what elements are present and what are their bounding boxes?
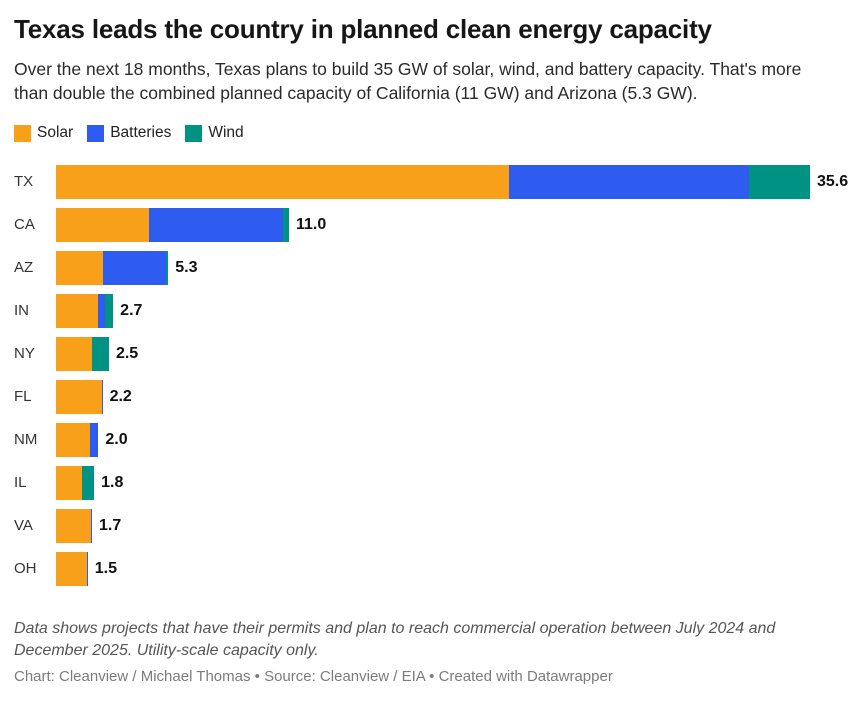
bar-segment-batteries[interactable] bbox=[90, 509, 92, 543]
byline: Chart: Cleanview / Michael Thomas • Sour… bbox=[14, 668, 613, 685]
bar-track: 2.0 bbox=[56, 423, 850, 457]
bar-track: 5.3 bbox=[56, 251, 850, 285]
bar-track: 2.7 bbox=[56, 294, 850, 328]
row-label-il: IL bbox=[14, 474, 27, 491]
bar-track: 1.8 bbox=[56, 466, 850, 500]
chart-row-az: AZ 5.3 bbox=[14, 251, 850, 285]
legend-label-batteries: Batteries bbox=[110, 124, 172, 141]
chart-row-tx: TX 35.6 bbox=[14, 165, 850, 199]
bar-segment-solar[interactable] bbox=[56, 337, 92, 371]
chart-row-oh: OH 1.5 bbox=[14, 552, 850, 586]
chart-card: Texas leads the country in planned clean… bbox=[0, 14, 866, 686]
bar-segment-solar[interactable] bbox=[56, 509, 91, 543]
bar-segment-solar[interactable] bbox=[56, 423, 90, 457]
bar-segment-solar[interactable] bbox=[56, 208, 150, 242]
row-label-nm: NM bbox=[14, 431, 38, 448]
bar-track: 1.5 bbox=[56, 552, 850, 586]
bar-segment-wind[interactable] bbox=[82, 466, 95, 500]
row-label-ca: CA bbox=[14, 216, 35, 233]
chart-row-ca: CA 11.0 bbox=[14, 208, 850, 242]
bar-segment-solar[interactable] bbox=[56, 251, 103, 285]
chart-row-va: VA 1.7 bbox=[14, 509, 850, 543]
bar-value: 2.0 bbox=[105, 431, 128, 448]
bar-segment-batteries[interactable] bbox=[149, 208, 283, 242]
bar-value: 1.8 bbox=[101, 474, 124, 491]
bar-segment-wind[interactable] bbox=[748, 165, 810, 199]
row-label-oh: OH bbox=[14, 560, 37, 577]
legend-swatch-batteries bbox=[87, 124, 105, 142]
chart-row-in: IN 2.7 bbox=[14, 294, 850, 328]
chart-title: Texas leads the country in planned clean… bbox=[14, 14, 712, 44]
chart-row-nm: NM 2.0 bbox=[14, 423, 850, 457]
bar-value: 5.3 bbox=[175, 259, 198, 276]
legend-swatch-solar bbox=[14, 124, 31, 142]
bar-segment-batteries[interactable] bbox=[509, 165, 749, 199]
legend-item-solar: Solar bbox=[14, 124, 73, 142]
bar-segment-batteries[interactable] bbox=[102, 251, 167, 285]
footnote: Data shows projects that have their perm… bbox=[14, 620, 776, 659]
bar-segment-wind[interactable] bbox=[92, 337, 109, 371]
bar-segment-batteries[interactable] bbox=[101, 380, 103, 414]
legend: Solar Batteries Wind bbox=[14, 124, 850, 142]
bar-track: 1.7 bbox=[56, 509, 850, 543]
row-label-fl: FL bbox=[14, 388, 32, 405]
row-label-va: VA bbox=[14, 517, 33, 534]
chart-subtitle: Over the next 18 months, Texas plans to … bbox=[14, 59, 802, 103]
bar-value: 1.5 bbox=[94, 560, 117, 577]
bar-track: 11.0 bbox=[56, 208, 850, 242]
bar-value: 2.2 bbox=[109, 388, 132, 405]
bar-segment-wind[interactable] bbox=[282, 208, 289, 242]
bar-track: 35.6 bbox=[56, 165, 850, 199]
legend-item-batteries: Batteries bbox=[87, 124, 171, 142]
bar-value: 35.6 bbox=[816, 173, 849, 190]
bar-segment-solar[interactable] bbox=[56, 165, 510, 199]
bar-segment-batteries[interactable] bbox=[98, 294, 105, 328]
bar-segment-batteries[interactable] bbox=[86, 552, 88, 586]
bar-segment-solar[interactable] bbox=[56, 466, 83, 500]
legend-label-solar: Solar bbox=[37, 124, 74, 141]
row-label-in: IN bbox=[14, 302, 29, 319]
chart-row-il: IL 1.8 bbox=[14, 466, 850, 500]
bar-track: 2.2 bbox=[56, 380, 850, 414]
bar-value: 1.7 bbox=[98, 517, 122, 534]
bar-segment-batteries[interactable] bbox=[89, 423, 99, 457]
bar-segment-solar[interactable] bbox=[56, 552, 87, 586]
bar-value: 11.0 bbox=[295, 216, 327, 233]
stacked-bar-chart: TX 35.6 CA 11.0 AZ 5.3 IN 2.7 NY 2.5 FL 2.2 NM 2.0 IL 1… bbox=[14, 165, 850, 586]
row-label-tx: TX bbox=[14, 173, 34, 190]
bar-segment-solar[interactable] bbox=[56, 380, 102, 414]
chart-row-fl: FL 2.2 bbox=[14, 380, 850, 414]
bar-track: 2.5 bbox=[56, 337, 850, 371]
row-label-az: AZ bbox=[14, 259, 34, 276]
bar-value: 2.7 bbox=[120, 302, 143, 319]
row-label-ny: NY bbox=[14, 345, 35, 362]
bar-segment-wind[interactable] bbox=[166, 251, 169, 285]
bar-segment-solar[interactable] bbox=[56, 294, 99, 328]
legend-item-wind: Wind bbox=[185, 124, 244, 142]
chart-row-ny: NY 2.5 bbox=[14, 337, 850, 371]
legend-swatch-wind bbox=[185, 124, 203, 142]
bar-segment-wind[interactable] bbox=[104, 294, 114, 328]
legend-label-wind: Wind bbox=[208, 124, 244, 141]
bar-value: 2.5 bbox=[115, 345, 139, 362]
